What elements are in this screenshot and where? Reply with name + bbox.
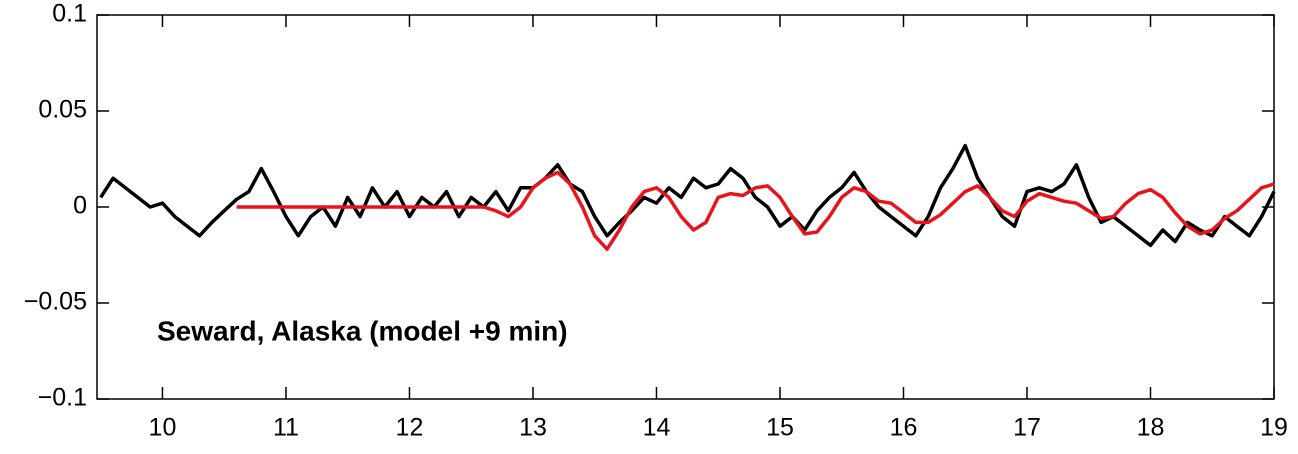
data-line — [99, 143, 1276, 248]
annotation: Seward, Alaska (model +9 min) — [157, 315, 568, 346]
y-tick-label: 0 — [73, 192, 87, 220]
y-tick-label: −0.05 — [24, 288, 87, 316]
x-tick-label: 15 — [766, 414, 794, 442]
y-tick-label: 0.05 — [38, 96, 87, 124]
x-tick-label: 11 — [273, 414, 299, 442]
x-tick-label: 10 — [149, 414, 177, 442]
x-tick-label: 12 — [396, 414, 424, 442]
y-tick-label: 0.1 — [52, 0, 87, 28]
x-tick-label: 16 — [890, 414, 918, 442]
x-tick-label: 18 — [1137, 414, 1165, 442]
y-tick-label: −0.1 — [38, 384, 87, 412]
x-tick-label: 13 — [519, 414, 547, 442]
x-tick-label: 19 — [1260, 414, 1288, 442]
x-tick-label: 17 — [1013, 414, 1041, 442]
x-tick-label: 14 — [643, 414, 671, 442]
data-line — [236, 170, 1275, 251]
